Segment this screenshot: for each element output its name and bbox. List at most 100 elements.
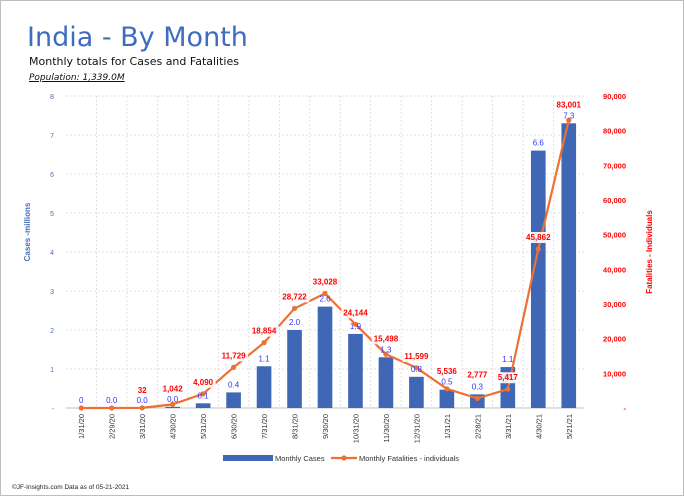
- bar-monthly-cases: [256, 366, 272, 408]
- line-data-label: 11,599: [404, 352, 429, 361]
- line-label-bg: [465, 369, 490, 381]
- y-tick-label: 2: [50, 328, 54, 335]
- y-tick-label: 3: [50, 289, 54, 296]
- line-point-fatalities: [566, 117, 572, 123]
- line-label-bg: [524, 232, 554, 244]
- line-point-fatalities: [78, 405, 84, 411]
- line-point-fatalities: [383, 351, 389, 357]
- y-tick-label: 8: [50, 94, 54, 101]
- line-point-fatalities: [139, 405, 145, 411]
- y2-tick-label: 20,000: [603, 335, 626, 344]
- line-data-label: 18,854: [252, 327, 277, 336]
- x-tick-label: 10/31/20: [351, 414, 360, 443]
- line-point-fatalities: [170, 401, 176, 407]
- line-data-label: 5,536: [437, 367, 458, 376]
- x-tick-label: 4/30/20: [169, 414, 178, 439]
- x-tick-label: 1/31/20: [77, 414, 86, 439]
- y2-tick-label: 10,000: [603, 369, 626, 378]
- y-tick-label: -: [52, 406, 55, 413]
- y2-tick-label: 70,000: [603, 161, 626, 170]
- bar-data-label: 1.3: [380, 345, 392, 354]
- line-data-label: 2,777: [467, 370, 488, 379]
- legend-marker-fatalities: [341, 455, 347, 461]
- line-point-fatalities: [535, 246, 541, 252]
- line-data-label: 4,090: [193, 378, 214, 387]
- line-label-bg: [554, 99, 584, 111]
- line-data-label: 32: [138, 386, 147, 395]
- line-point-fatalities: [413, 365, 420, 371]
- footer-credit: ©JF-Insights.com Data as of 05-21-2021: [12, 484, 130, 491]
- y-tick-label: 1: [50, 367, 54, 374]
- bar-data-label: 1.9: [350, 322, 362, 331]
- line-label-bg: [434, 365, 460, 377]
- line-label-bg: [135, 384, 150, 396]
- bar-data-label: 2.6: [319, 295, 331, 304]
- line-label-bg: [219, 350, 249, 362]
- line-data-label: 28,722: [282, 292, 307, 301]
- bar-monthly-cases: [378, 357, 394, 408]
- bar-data-label: 7.3: [563, 111, 575, 120]
- bar-data-label: 0.0: [106, 396, 118, 405]
- x-tick-label: 2/28/21: [473, 414, 482, 439]
- line-label-bg: [310, 276, 340, 288]
- line-point-fatalities: [474, 395, 480, 401]
- bar-data-label: 0.8: [411, 365, 423, 374]
- y2-tick-label: 30,000: [603, 300, 626, 309]
- bar-monthly-cases: [317, 306, 333, 408]
- bar-data-label: 0.4: [228, 380, 240, 389]
- line-label-bg: [160, 383, 186, 395]
- bar-monthly-cases: [348, 333, 363, 408]
- bar-data-label: 0.1: [198, 391, 210, 400]
- line-label-bg: [402, 350, 431, 362]
- line-point-fatalities: [505, 386, 511, 392]
- y-tick-label: 7: [50, 133, 54, 140]
- bar-monthly-cases: [439, 389, 455, 408]
- line-data-label: 1,042: [163, 384, 184, 393]
- line-label-bg: [495, 372, 521, 384]
- line-point-fatalities: [261, 340, 267, 346]
- y2-tick-label: 60,000: [603, 196, 626, 205]
- y2-axis-title: Fatalities - Individuals: [645, 210, 654, 294]
- x-tick-label: 2/29/20: [108, 414, 117, 439]
- bar-monthly-cases: [409, 376, 424, 408]
- x-tick-label: 1/31/21: [443, 414, 452, 439]
- line-data-label: 15,498: [374, 334, 399, 343]
- y2-tick-label: -: [624, 404, 627, 413]
- line-label-bg: [280, 291, 310, 303]
- line-point-fatalities: [322, 290, 328, 297]
- x-tick-label: 11/30/20: [382, 414, 391, 443]
- line-data-label: 24,144: [343, 308, 368, 317]
- x-tick-label: 8/31/20: [291, 414, 300, 439]
- bar-data-label: 1.1: [258, 354, 270, 363]
- line-point-fatalities: [352, 321, 359, 327]
- bar-monthly-cases: [226, 392, 241, 408]
- line-data-label: 11,729: [222, 351, 247, 360]
- bar-data-label: 0.0: [137, 396, 149, 405]
- chart-subtitle: Monthly totals for Cases and Fatalities: [29, 55, 239, 68]
- bar-data-label: 0.5: [441, 378, 453, 387]
- legend-swatch-cases: [223, 455, 273, 461]
- y-tick-label: 4: [50, 250, 54, 257]
- x-tick-label: 3/31/20: [138, 414, 147, 439]
- legend-label-cases: Monthly Cases: [275, 454, 325, 463]
- line-point-fatalities: [444, 386, 450, 392]
- legend-label-fatalities: Monthly Fatalities - individuals: [359, 454, 459, 463]
- line-point-fatalities: [291, 305, 298, 312]
- bar-data-label: 6.6: [533, 139, 545, 148]
- line-data-label: 83,001: [557, 100, 582, 109]
- line-data-label: 45,862: [526, 233, 551, 242]
- x-tick-label: 5/31/20: [199, 414, 208, 439]
- x-tick-label: 4/30/21: [534, 414, 543, 439]
- bar-data-label: 1.1: [502, 355, 514, 364]
- x-tick-label: 6/30/20: [230, 414, 239, 439]
- bar-data-label: 0.0: [167, 395, 179, 404]
- bar-data-label: 0.3: [472, 382, 484, 391]
- bar-monthly-cases: [287, 330, 302, 408]
- population-label: Population: 1,339.0M: [29, 73, 125, 83]
- y-tick-label: 5: [50, 211, 54, 218]
- bar-monthly-cases: [530, 150, 546, 408]
- x-tick-label: 3/31/21: [504, 414, 513, 439]
- line-label-bg: [191, 376, 216, 388]
- y-axis-title: Cases -millions: [23, 202, 32, 261]
